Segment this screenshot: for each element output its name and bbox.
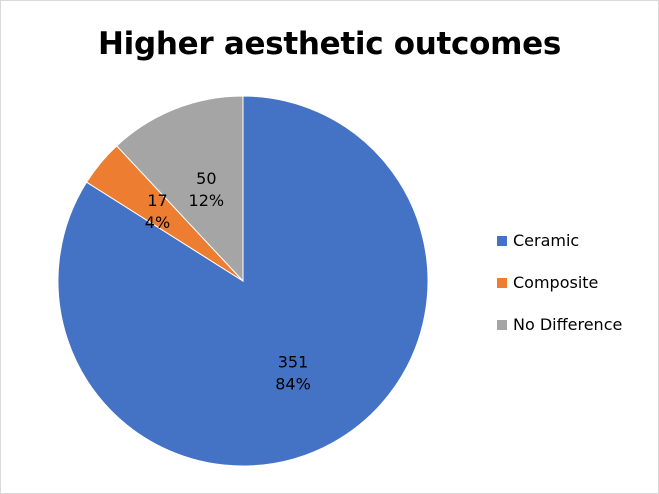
data-label-value-ceramic: 351 [278, 353, 309, 372]
pie-data-labels: 351 84% 17 4% 50 12% [145, 169, 311, 394]
pie-slices [57, 95, 429, 467]
data-label-percent-no-difference: 12% [189, 191, 225, 210]
data-label-percent-ceramic: 84% [275, 375, 311, 394]
legend-swatch-ceramic [497, 235, 507, 246]
legend: Ceramic Composite No Difference [497, 230, 622, 356]
legend-item-no-difference: No Difference [497, 314, 622, 335]
pie-slice-no-difference [115, 95, 244, 283]
data-label-percent-composite: 4% [145, 213, 170, 232]
legend-swatch-no-difference [497, 319, 507, 330]
legend-item-composite: Composite [497, 272, 622, 293]
data-label-value-no-difference: 50 [196, 169, 216, 188]
legend-label-no-difference: No Difference [513, 315, 623, 334]
data-label-value-composite: 17 [147, 191, 167, 210]
chart-title: Higher aesthetic outcomes [98, 26, 561, 62]
legend-label-ceramic: Ceramic [513, 231, 580, 250]
legend-item-ceramic: Ceramic [497, 230, 622, 251]
legend-swatch-composite [497, 277, 507, 288]
legend-label-composite: Composite [513, 273, 599, 292]
